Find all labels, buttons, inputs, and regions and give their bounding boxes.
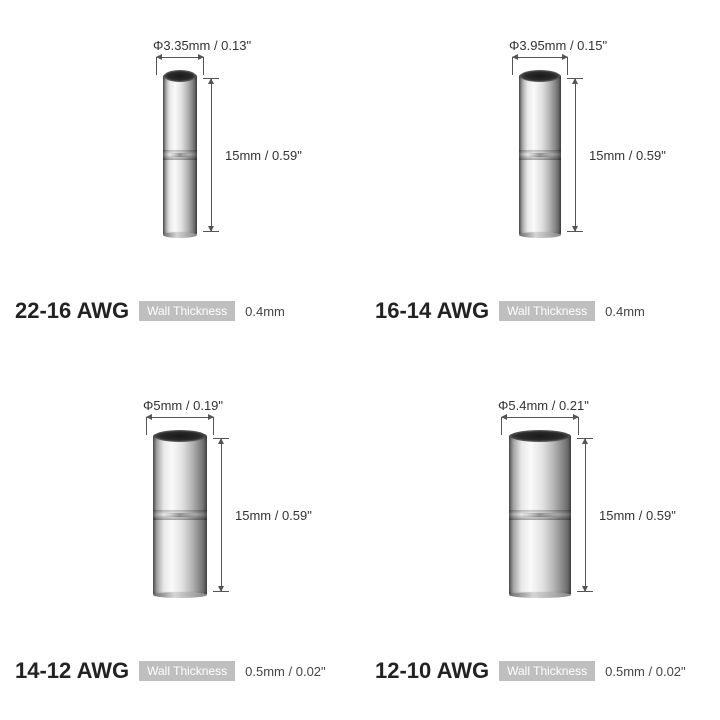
awg-label: 14-12 AWG [15,658,129,684]
crimp-mark [153,510,207,520]
length-label: 15mm / 0.59" [225,148,302,163]
wall-thickness-badge: Wall Thickness [139,661,235,681]
crimp-mark [163,150,197,160]
length-dimension: 15mm / 0.59" [213,434,312,596]
awg-label: 16-14 AWG [375,298,489,324]
tube [153,434,207,596]
tube [519,74,561,236]
label-row: 14-12 AWG Wall Thickness 0.5mm / 0.02" [15,658,345,684]
diagram-area: Φ5mm / 0.19" 15mm / 0.59" [15,380,345,650]
connector-panel-1: Φ3.95mm / 0.15" 15mm / 0.59" 16-14 AWG W… [360,0,720,360]
infographic-grid: Φ3.35mm / 0.13" 15mm / 0.59" 22-16 AWG W… [0,0,720,720]
length-dimension: 15mm / 0.59" [577,434,676,596]
length-label: 15mm / 0.59" [599,508,676,523]
wall-thickness-value: 0.5mm / 0.02" [605,664,685,679]
wall-thickness-value: 0.5mm / 0.02" [245,664,325,679]
connector-panel-0: Φ3.35mm / 0.13" 15mm / 0.59" 22-16 AWG W… [0,0,360,360]
label-row: 16-14 AWG Wall Thickness 0.4mm [375,298,705,324]
length-label: 15mm / 0.59" [589,148,666,163]
wall-thickness-value: 0.4mm [605,304,645,319]
length-dimension: 15mm / 0.59" [203,74,302,236]
connector-illustration [153,434,207,596]
diagram-area: Φ3.35mm / 0.13" 15mm / 0.59" [15,20,345,290]
diameter-label: Φ5mm / 0.19" [143,398,217,413]
connector-panel-3: Φ5.4mm / 0.21" 15mm / 0.59" 12-10 AWG Wa… [360,360,720,720]
crimp-mark [519,150,561,160]
tube [163,74,197,236]
diameter-label: Φ5.4mm / 0.21" [498,398,582,413]
wall-thickness-badge: Wall Thickness [499,301,595,321]
wall-thickness-badge: Wall Thickness [499,661,595,681]
length-label: 15mm / 0.59" [235,508,312,523]
diagram-area: Φ3.95mm / 0.15" 15mm / 0.59" [375,20,705,290]
connector-panel-2: Φ5mm / 0.19" 15mm / 0.59" 14-12 AWG Wall… [0,360,360,720]
awg-label: 12-10 AWG [375,658,489,684]
connector-illustration [163,74,197,236]
tube [509,434,571,596]
length-dimension: 15mm / 0.59" [567,74,666,236]
crimp-mark [509,510,571,520]
diameter-label: Φ3.35mm / 0.13" [153,38,207,53]
connector-illustration [519,74,561,236]
awg-label: 22-16 AWG [15,298,129,324]
wall-thickness-value: 0.4mm [245,304,285,319]
connector-illustration [509,434,571,596]
diagram-area: Φ5.4mm / 0.21" 15mm / 0.59" [375,380,705,650]
wall-thickness-badge: Wall Thickness [139,301,235,321]
label-row: 22-16 AWG Wall Thickness 0.4mm [15,298,345,324]
label-row: 12-10 AWG Wall Thickness 0.5mm / 0.02" [375,658,705,684]
diameter-label: Φ3.95mm / 0.15" [509,38,571,53]
